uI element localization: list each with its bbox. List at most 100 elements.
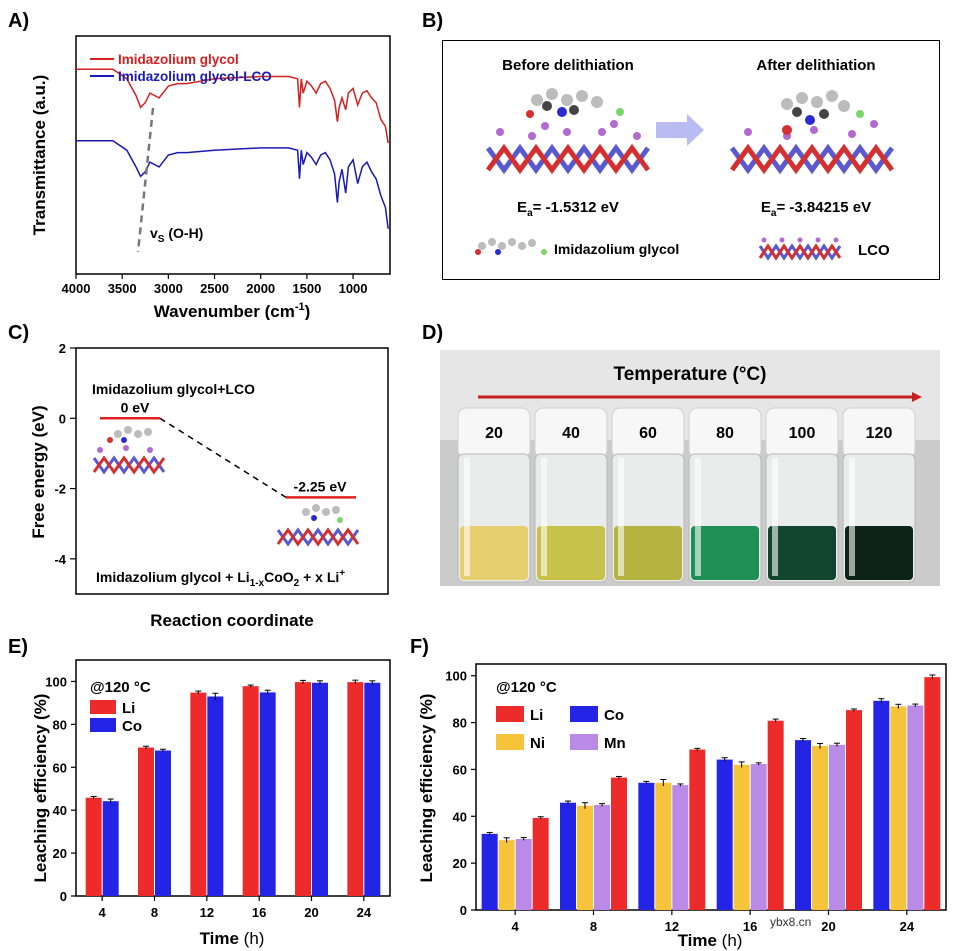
vial-temp-label: 80 xyxy=(716,425,734,442)
dft-structures: Before delithiation After delithiation E… xyxy=(475,57,895,261)
energy-y-ticks: 2 0 -2 -4 xyxy=(54,341,76,567)
f-xtick-label: 12 xyxy=(665,919,679,934)
vial-40: 40 xyxy=(534,407,608,583)
energy-ylabel: Free energy (eV) xyxy=(29,405,48,538)
e-condition: @120 °C xyxy=(90,679,151,696)
f-legend-ni-swatch xyxy=(496,734,524,750)
f-bar-co xyxy=(560,802,576,910)
e-ytick-label: 20 xyxy=(53,846,67,861)
f-xtick-label: 20 xyxy=(821,919,835,934)
e-bar-co xyxy=(312,682,328,896)
e-xtick-label: 24 xyxy=(357,905,372,920)
f-ytick-label: 60 xyxy=(453,762,467,777)
free-energy-chart: 2 0 -2 -4 Free energy (eV) Reaction coordin… xyxy=(29,341,389,630)
e-ytick-label: 100 xyxy=(45,674,67,689)
panel-b-label: B) xyxy=(422,10,444,32)
reaction-path xyxy=(159,417,287,498)
f-legend-li-swatch xyxy=(496,706,524,722)
e-bar-li xyxy=(242,686,259,896)
f-legend-co-swatch xyxy=(570,706,598,722)
f-bar-li xyxy=(532,817,549,910)
vial-liquid xyxy=(691,526,759,580)
e-bar-co xyxy=(259,692,276,896)
ftir-xtick-label: 3000 xyxy=(154,281,183,296)
e-xtick-label: 16 xyxy=(252,905,266,920)
ftir-xlabel: Wavenumber (cm-1) xyxy=(154,301,311,320)
molecule-after xyxy=(781,90,864,135)
e-ytick-label: 80 xyxy=(53,717,67,732)
vial-temp-label: 60 xyxy=(639,425,657,442)
e-xtick-label: 20 xyxy=(304,905,318,920)
vial-liquid xyxy=(768,526,836,580)
vial-glare xyxy=(541,458,547,576)
oh-stretch-marker xyxy=(136,107,155,253)
e-bar-li xyxy=(138,747,154,896)
ftir-plot-frame xyxy=(75,35,391,275)
energy-state-1: -2.25 eV xyxy=(294,478,348,494)
e-legend-co-swatch xyxy=(90,718,116,732)
f-legend-ni: Ni xyxy=(530,735,545,752)
lco-slab-before xyxy=(485,120,651,175)
e-bar-li xyxy=(347,682,364,896)
e-xtick-label: 12 xyxy=(200,905,214,920)
f-xlabel: Time (h) xyxy=(678,931,743,950)
e-xlabel: Time (h) xyxy=(200,929,265,948)
panel-c-label: C) xyxy=(8,322,30,344)
ftir-xtick-label: 1500 xyxy=(292,281,321,296)
vial-glare xyxy=(464,458,470,576)
f-bar-mn xyxy=(907,705,924,910)
leaching-chart-e: 0 20 40 60 80 100 4 8 12 16 20 24 @120 °C Li Co Lea… xyxy=(31,659,391,948)
e-bar-li xyxy=(295,682,311,896)
molecule-before xyxy=(526,88,624,118)
f-bar-mn xyxy=(594,805,610,910)
e-bar-co xyxy=(364,682,381,896)
vial-liquid xyxy=(845,526,913,580)
vial-glare xyxy=(695,458,701,576)
ftir-xtick-label: 2000 xyxy=(246,281,275,296)
f-bar-ni xyxy=(498,840,515,910)
reactant-structure xyxy=(92,426,166,475)
ftir-annotation: vS (O-H) xyxy=(150,225,203,245)
ftir-legend-lco: Imidazolium glycol-LCO xyxy=(118,69,272,84)
legend-molecule-label: Imidazolium glycol xyxy=(554,241,679,257)
panel-f-label: F) xyxy=(410,636,429,658)
f-bar-mn xyxy=(515,839,532,910)
energy-products-text: Imidazolium glycol + Li1-xCoO2 + x Li+ xyxy=(96,568,345,589)
vial-glare xyxy=(849,458,855,576)
ea-before: Ea= -1.5312 eV xyxy=(517,199,619,219)
f-bar-co xyxy=(638,782,655,910)
e-bar-co xyxy=(207,696,224,896)
energy-ytick-label: -4 xyxy=(54,552,66,567)
f-bar-ni xyxy=(733,764,750,910)
f-xtick-label: 4 xyxy=(512,919,520,934)
ftir-x-ticks: 4000 3500 3000 2500 2000 1500 1000 xyxy=(62,274,368,296)
f-bar-mn xyxy=(829,744,845,910)
f-bar-ni xyxy=(890,706,907,910)
panel-e-label: E) xyxy=(8,636,28,658)
f-bar-mn xyxy=(750,764,767,910)
e-xtick-label: 8 xyxy=(151,905,158,920)
energy-xlabel: Reaction coordinate xyxy=(150,611,313,630)
f-ytick-label: 20 xyxy=(453,856,467,871)
f-ytick-label: 100 xyxy=(445,669,467,684)
temperature-arrow-head xyxy=(912,392,922,402)
transition-arrow xyxy=(656,114,704,146)
f-legend-mn-swatch xyxy=(570,734,598,750)
ftir-chart: 4000 3500 3000 2500 2000 1500 1000 Imidazolium… xyxy=(30,35,391,320)
after-delithiation-title: After delithiation xyxy=(756,57,875,74)
f-xtick-label: 8 xyxy=(590,919,597,934)
f-bar-ni xyxy=(655,782,672,910)
f-bar-ni xyxy=(577,805,593,910)
f-condition: @120 °C xyxy=(496,679,557,696)
f-bar-co xyxy=(795,740,811,910)
f-xtick-label: 16 xyxy=(743,919,757,934)
f-bar-co xyxy=(873,700,890,910)
f-bar-li xyxy=(767,720,784,910)
ftir-ylabel: Transmittance (a.u.) xyxy=(30,75,49,236)
energy-title: Imidazolium glycol+LCO xyxy=(92,381,255,397)
e-legend-co: Co xyxy=(122,718,142,735)
vial-60: 60 xyxy=(611,407,685,583)
vial-glare xyxy=(772,458,778,576)
ftir-xtick-label: 1000 xyxy=(339,281,368,296)
panel-d-label: D) xyxy=(422,322,444,344)
